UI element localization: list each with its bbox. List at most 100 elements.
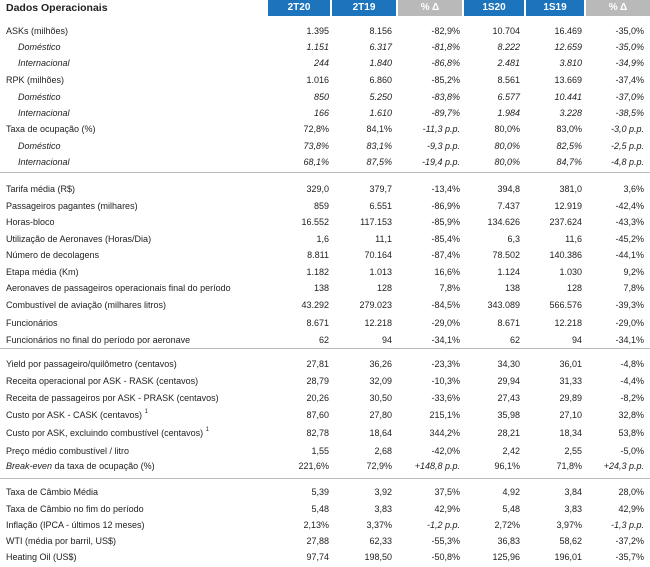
cell-1s19: 3,83 [564,504,582,514]
row-label: Etapa média (Km) [6,267,79,277]
cell-1s19: 3.810 [559,58,582,68]
cell-1s20: 28,21 [497,428,520,438]
cell-2t20: 62 [318,335,329,345]
col-header-1s19: 1S19 [526,0,584,16]
table-row: Receita operacional por ASK - RASK (cent… [0,374,650,389]
row-label: Passageiros pagantes (milhares) [6,201,138,211]
section-divider [0,348,650,349]
cell-delta-semester: 28,0% [618,487,644,497]
cell-delta-quarter: -42,0% [431,446,460,456]
cell-1s20: 1.984 [497,108,520,118]
cell-1s20: 1.124 [497,267,520,277]
cell-1s19: 237.624 [549,217,582,227]
cell-2t20: 43.292 [301,300,329,310]
cell-delta-semester: -34,9% [615,58,644,68]
cell-1s20: 134.626 [487,217,520,227]
row-label: Custo por ASK - CASK (centavos) 1 [6,408,148,423]
cell-delta-semester: -44,1% [615,250,644,260]
row-label: Utilização de Aeronaves (Horas/Dia) [6,234,152,244]
table-row: Passageiros pagantes (milhares) 859 6.55… [0,199,650,214]
cell-2t19: 279.023 [359,300,392,310]
cell-delta-quarter: -13,4% [431,184,460,194]
cell-1s19: 58,62 [559,536,582,546]
cell-2t19: 6.551 [369,201,392,211]
cell-delta-quarter: -83,8% [431,92,460,102]
cell-2t19: 87,5% [366,157,392,167]
table-row: Custo por ASK, excluindo combustível (ce… [0,426,650,441]
cell-delta-semester: -29,0% [615,318,644,328]
cell-1s19: 10.441 [554,92,582,102]
cell-delta-quarter: -55,3% [431,536,460,546]
section-divider [0,478,650,479]
table-row: Etapa média (Km) 1.182 1.013 16,6% 1.124… [0,265,650,280]
cell-2t20: 1.395 [306,26,329,36]
cell-1s20: 138 [504,283,520,293]
cell-1s19: 3,97% [556,520,582,530]
cell-1s19: 11,6 [565,234,582,244]
cell-delta-quarter: -29,0% [431,318,460,328]
row-label: Taxa de ocupação (%) [6,124,96,134]
cell-1s20: 5,48 [502,504,520,514]
table-title: Dados Operacionais [6,2,108,14]
cell-1s20: 343.089 [487,300,520,310]
cell-delta-semester: -4,8% [620,359,644,369]
table-row: Preço médio combustível / litro 1,55 2,6… [0,444,650,459]
cell-2t20: 8.811 [307,250,329,260]
cell-delta-semester: -45,2% [615,234,644,244]
col-header-delta-quarter: % Δ [398,0,462,16]
cell-1s19: 140.386 [549,250,582,260]
cell-1s20: 78.502 [492,250,520,260]
cell-2t19: 3,37% [366,520,392,530]
cell-1s19: 29,89 [559,393,582,403]
cell-2t19: 11,1 [375,234,392,244]
row-label: Doméstico [18,92,61,102]
cell-1s20: 2,42 [502,446,520,456]
cell-delta-quarter: 215,1% [429,410,460,420]
row-label: Internacional [18,108,70,118]
cell-delta-semester: -35,0% [615,26,644,36]
cell-2t20: 5,39 [311,487,329,497]
cell-delta-quarter: 42,9% [434,504,460,514]
cell-2t20: 5,48 [311,504,329,514]
cell-1s20: 8.671 [497,318,520,328]
cell-2t19: 2,68 [374,446,392,456]
cell-2t19: 12.218 [364,318,392,328]
cell-2t19: 32,09 [369,376,392,386]
cell-2t20: 27,88 [306,536,329,546]
cell-delta-semester: +24,3 p.p. [603,461,644,471]
cell-delta-semester: 53,8% [618,428,644,438]
table-row: Doméstico 73,8% 83,1% -9,3 p.p. 80,0% 82… [0,139,650,154]
cell-delta-semester: -3,0 p.p. [610,124,644,134]
cell-2t20: 16.552 [301,217,329,227]
cell-2t20: 82,78 [306,428,329,438]
cell-2t19: 3,92 [374,487,392,497]
row-label: Heating Oil (US$) [6,552,77,562]
cell-1s20: 7.437 [497,201,520,211]
row-label: Break-even da taxa de ocupação (%) [6,459,155,474]
cell-delta-quarter: -85,4% [431,234,460,244]
col-header-1s20: 1S20 [464,0,524,16]
cell-2t20: 72,8% [303,124,329,134]
cell-delta-semester: 7,8% [623,283,644,293]
table-row: Funcionários 8.671 12.218 -29,0% 8.671 1… [0,316,650,331]
cell-2t19: 70.164 [364,250,392,260]
cell-1s20: 2.481 [497,58,520,68]
row-label: Yield por passageiro/quilômetro (centavo… [6,359,177,369]
cell-1s20: 36,83 [497,536,520,546]
cell-2t19: 6.860 [369,75,392,85]
cell-1s20: 35,98 [497,410,520,420]
cell-delta-semester: -34,1% [615,335,644,345]
cell-delta-semester: -8,2% [620,393,644,403]
cell-1s20: 125,96 [492,552,520,562]
cell-1s20: 29,94 [497,376,520,386]
table-row: Heating Oil (US$) 97,74 198,50 -50,8% 12… [0,550,650,565]
row-label: Taxa de Câmbio no fim do período [6,504,144,514]
cell-1s20: 10.704 [492,26,520,36]
cell-1s19: 1.030 [559,267,582,277]
cell-delta-quarter: -85,2% [431,75,460,85]
cell-delta-quarter: -33,6% [431,393,460,403]
cell-delta-quarter: -81,8% [431,42,460,52]
cell-2t19: 27,80 [369,410,392,420]
table-row: Utilização de Aeronaves (Horas/Dia) 1,6 … [0,232,650,247]
